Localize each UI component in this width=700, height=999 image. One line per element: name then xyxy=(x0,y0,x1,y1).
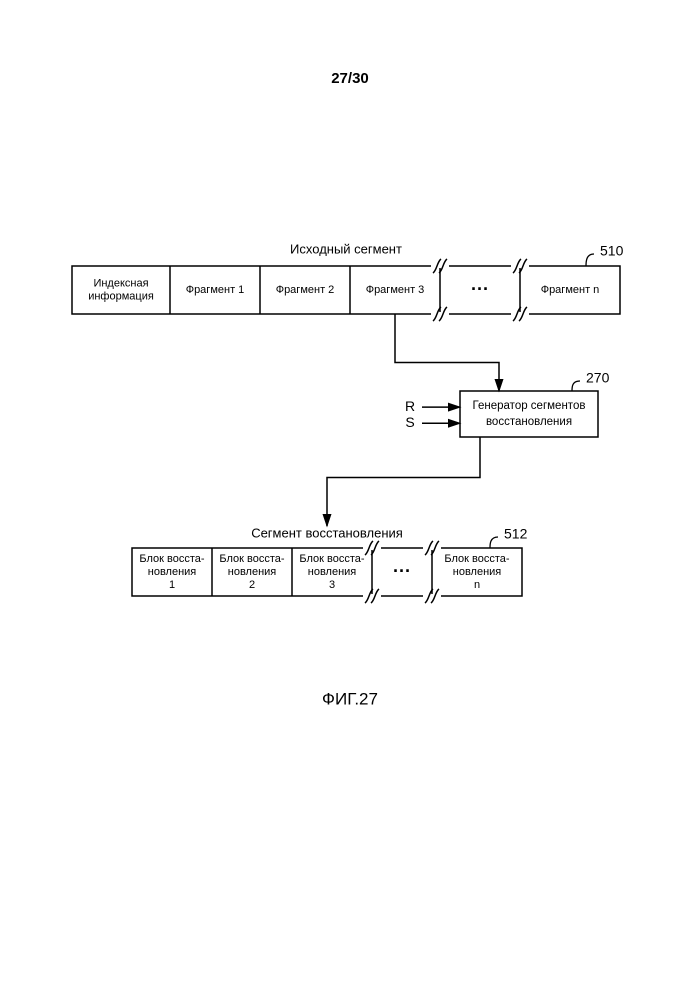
source-segment-title: Исходный сегмент xyxy=(290,241,402,256)
svg-text:Фрагмент 1: Фрагмент 1 xyxy=(186,284,245,296)
recovery-segment-title: Сегмент восстановления xyxy=(251,525,403,540)
svg-text:···: ··· xyxy=(393,561,411,581)
svg-text:3: 3 xyxy=(329,579,335,591)
diagram-svg: Исходный сегмент Индекснаяинформация Фрагм… xyxy=(0,0,700,999)
generator-line2: восстановления xyxy=(486,416,572,428)
svg-text:Блок восста-: Блок восста- xyxy=(299,553,364,565)
svg-text:Индексная: Индексная xyxy=(93,277,148,289)
input-S: S xyxy=(405,414,414,430)
svg-text:Блок восста-: Блок восста- xyxy=(139,553,204,565)
figure-label: ФИГ.27 xyxy=(322,689,378,708)
svg-text:новления: новления xyxy=(453,566,502,578)
generator-ref: 270 xyxy=(586,370,610,386)
svg-text:информация: информация xyxy=(88,290,154,302)
svg-text:новления: новления xyxy=(148,566,197,578)
svg-text:Блок восста-: Блок восста- xyxy=(219,553,284,565)
svg-text:Блок восста-: Блок восста- xyxy=(444,553,509,565)
source-ref: 510 xyxy=(600,243,624,259)
recovery-ref: 512 xyxy=(504,526,528,542)
svg-text:2: 2 xyxy=(249,579,255,591)
svg-text:Фрагмент n: Фрагмент n xyxy=(541,284,600,296)
svg-text:Фрагмент 3: Фрагмент 3 xyxy=(366,284,425,296)
svg-text:новления: новления xyxy=(228,566,277,578)
generator-line1: Генератор сегментов xyxy=(473,400,586,412)
svg-text:Фрагмент 2: Фрагмент 2 xyxy=(276,284,335,296)
svg-text:1: 1 xyxy=(169,579,175,591)
page: 27/30 Исходный сегментИндекснаяинформаци… xyxy=(0,0,700,999)
svg-text:n: n xyxy=(474,579,480,591)
svg-text:новления: новления xyxy=(308,566,357,578)
input-R: R xyxy=(405,398,415,414)
svg-text:···: ··· xyxy=(471,279,489,299)
